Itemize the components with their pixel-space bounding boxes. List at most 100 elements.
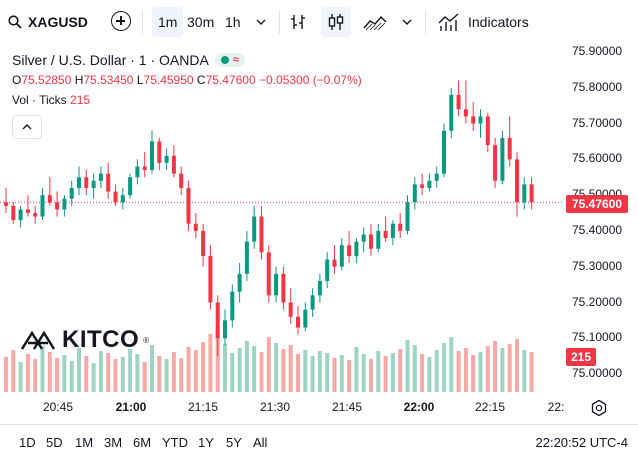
compare-add-icon[interactable]: [111, 11, 131, 31]
market-status-badge[interactable]: ≈: [214, 53, 245, 67]
interval-30m[interactable]: 30m: [187, 14, 215, 30]
volume-price-label: 215: [566, 348, 596, 366]
candle: [120, 187, 125, 210]
volume-label: Vol · Ticks: [12, 93, 67, 107]
volume-bar: [456, 351, 461, 392]
candle: [434, 166, 439, 188]
price-tick: 75.20000: [572, 295, 623, 309]
volume-bar: [361, 354, 366, 392]
range-3m[interactable]: 3M: [104, 435, 123, 450]
indicators-button[interactable]: Indicators: [434, 6, 533, 38]
candle: [55, 191, 60, 217]
candle: [463, 80, 468, 124]
range-1d[interactable]: 1D: [19, 435, 36, 450]
volume-bar: [193, 350, 198, 392]
volume-bar: [186, 347, 191, 392]
high-value: 75.53450: [83, 73, 134, 87]
volume-bar: [339, 355, 344, 392]
range-1y[interactable]: 1Y: [198, 435, 214, 450]
low-label: L: [136, 73, 144, 87]
range-5y[interactable]: 5Y: [226, 435, 242, 450]
candle: [244, 230, 249, 281]
interval-dropdown-icon[interactable]: [246, 7, 276, 37]
candles-style-icon[interactable]: [321, 7, 351, 37]
candle: [193, 213, 198, 239]
candle: [157, 137, 162, 171]
volume-bar: [383, 356, 388, 392]
candle: [215, 295, 220, 357]
current-price-label: 75.47600: [566, 195, 628, 213]
volume-bar: [252, 346, 257, 392]
volume-bar: [40, 346, 45, 392]
area-style-icon[interactable]: [360, 7, 390, 37]
range-5d[interactable]: 5D: [46, 435, 63, 450]
volume-bar: [106, 353, 111, 392]
bars-style-icon[interactable]: [283, 7, 313, 37]
price-axis[interactable]: 75.90000 75.80000 75.70000 75.60000 75.5…: [562, 44, 638, 394]
candle: [427, 173, 432, 192]
interval-1m[interactable]: 1m: [152, 7, 184, 37]
candle: [485, 112, 490, 153]
candle: [128, 173, 133, 199]
search-icon: [8, 15, 22, 29]
range-ytd[interactable]: YTD: [162, 435, 188, 450]
volume-bar: [150, 345, 154, 392]
candle: [40, 187, 45, 221]
bottom-bar: 1D 5D 1M 3M 6M YTD 1Y 5Y All 22:20:52 UT…: [0, 424, 638, 459]
volume-bar: [135, 354, 140, 392]
volume-bar: [266, 337, 271, 392]
symbol-search[interactable]: XAGUSD: [8, 6, 88, 38]
clock-timezone[interactable]: 22:20:52 UTC-4: [535, 435, 629, 450]
volume-bar: [398, 349, 403, 392]
price-chart[interactable]: [0, 44, 562, 394]
candle: [529, 177, 534, 210]
chart-type-dropdown-icon[interactable]: [392, 7, 422, 37]
candle: [98, 166, 103, 188]
candle: [347, 230, 352, 264]
kitco-watermark: KITCO ®: [20, 326, 150, 354]
volume-bar: [442, 343, 446, 392]
candle: [142, 152, 147, 178]
time-axis[interactable]: 20:45 21:00 21:15 21:30 21:45 22:00 22:1…: [0, 394, 564, 420]
time-tick: 22:00: [403, 400, 435, 414]
candle: [208, 245, 213, 310]
range-all[interactable]: All: [253, 435, 268, 450]
volume-bar: [25, 354, 30, 392]
candle: [376, 223, 381, 253]
data-provider-icon: ≈: [232, 54, 239, 66]
volume-bar: [493, 341, 498, 392]
candle: [288, 288, 293, 324]
settings-gear-icon[interactable]: [590, 399, 608, 422]
volume-bar: [157, 356, 162, 392]
price-tick: 75.70000: [572, 116, 623, 130]
interval-1h[interactable]: 1h: [225, 14, 241, 30]
candle: [179, 166, 184, 196]
candle: [339, 238, 344, 271]
candle: [398, 213, 403, 239]
candle: [11, 202, 16, 224]
volume-bar: [77, 348, 81, 392]
kitco-wordmark: KITCO: [62, 326, 140, 353]
price-tick: 75.10000: [572, 330, 623, 344]
volume-bar: [201, 342, 206, 392]
candle: [25, 195, 30, 217]
indicators-label: Indicators: [468, 14, 529, 30]
candle: [4, 187, 8, 213]
range-6m[interactable]: 6M: [133, 435, 152, 450]
candle: [259, 205, 264, 260]
price-tick: 75.30000: [572, 259, 623, 273]
range-1m[interactable]: 1M: [75, 435, 94, 450]
open-label: O: [12, 73, 22, 87]
candle: [420, 173, 425, 196]
candle: [62, 195, 67, 217]
candle: [18, 205, 23, 228]
collapse-legend-button[interactable]: [12, 115, 42, 139]
candle: [33, 205, 38, 224]
candle: [252, 205, 257, 249]
candle: [113, 184, 118, 206]
volume-bar: [11, 350, 16, 392]
volume-bar: [288, 345, 293, 392]
volume-bar: [471, 355, 476, 392]
open-value: 75.52850: [21, 73, 72, 87]
volume-bar: [515, 339, 519, 392]
